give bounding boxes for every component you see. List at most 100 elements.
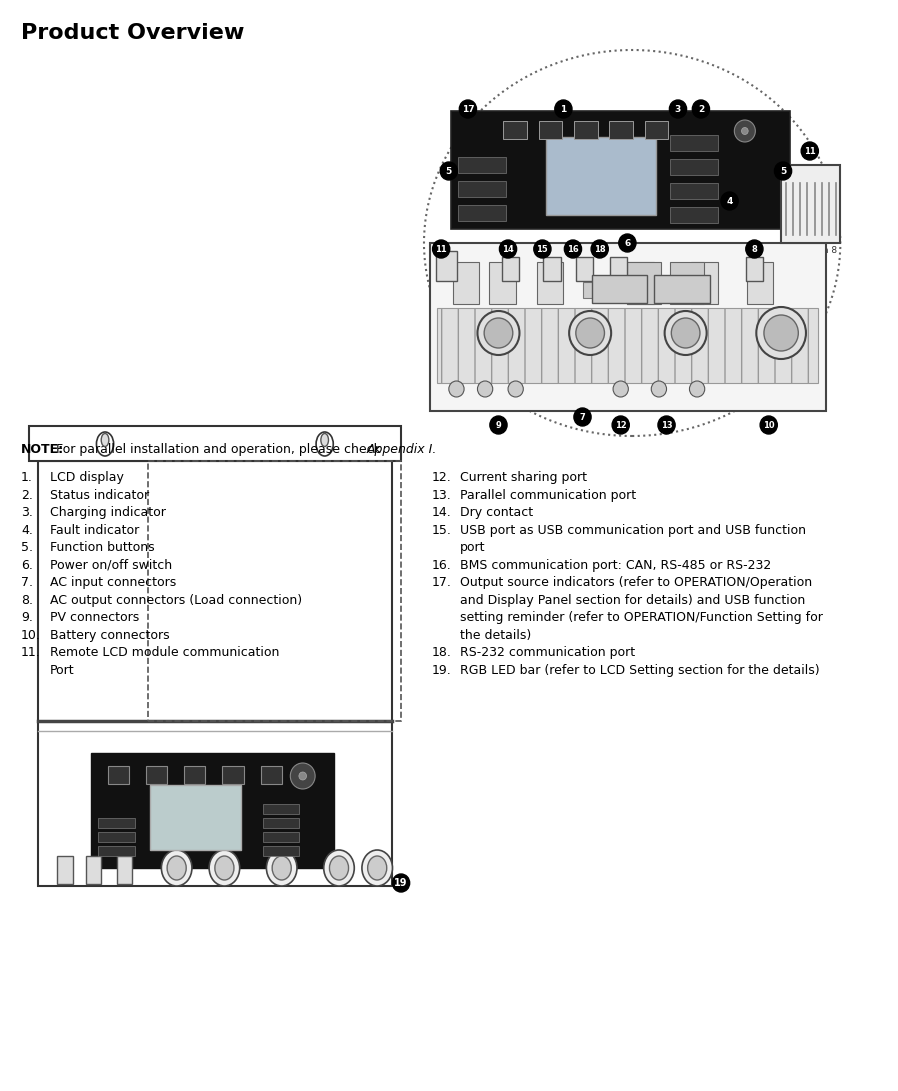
Text: 11.: 11. (21, 646, 40, 659)
Text: 8: 8 (752, 244, 757, 253)
Text: 14: 14 (502, 244, 514, 253)
Ellipse shape (101, 433, 109, 446)
Text: Power on/off switch: Power on/off switch (49, 559, 172, 572)
Bar (262, 804, 299, 814)
Circle shape (459, 100, 477, 118)
Bar (502, 257, 519, 281)
Text: 3.: 3. (21, 506, 33, 519)
Bar (609, 121, 633, 139)
Bar (628, 262, 661, 304)
Text: LCD display: LCD display (49, 471, 124, 484)
Ellipse shape (267, 850, 297, 886)
Text: USB port as USB communication port and USB function: USB port as USB communication port and U… (461, 524, 806, 537)
Circle shape (619, 233, 636, 252)
Ellipse shape (209, 850, 240, 886)
Bar (39, 461, 392, 886)
Bar (654, 275, 709, 303)
Text: 13.: 13. (432, 489, 452, 502)
Text: 8.: 8. (21, 594, 33, 607)
Text: 1: 1 (560, 105, 567, 113)
Bar (574, 121, 598, 139)
Ellipse shape (756, 307, 806, 359)
Bar (543, 257, 560, 281)
Text: 15.: 15. (432, 524, 452, 537)
Ellipse shape (96, 432, 114, 456)
Ellipse shape (330, 856, 348, 880)
Text: setting reminder (refer to OPERATION/Function Setting for: setting reminder (refer to OPERATION/Fun… (461, 611, 823, 624)
Bar (262, 832, 299, 842)
Bar (781, 165, 841, 243)
Ellipse shape (651, 381, 666, 397)
Circle shape (499, 240, 516, 257)
Text: Appendix I.: Appendix I. (366, 443, 437, 456)
Ellipse shape (272, 856, 291, 880)
Ellipse shape (478, 311, 519, 355)
Text: 4: 4 (726, 196, 733, 205)
Text: Product Overview: Product Overview (21, 23, 244, 43)
Bar (437, 308, 818, 383)
Ellipse shape (613, 381, 629, 397)
Bar (430, 243, 826, 411)
Text: port: port (461, 541, 486, 554)
Text: Remote LCD module communication: Remote LCD module communication (49, 646, 279, 659)
Text: 6: 6 (624, 239, 630, 248)
Bar (645, 121, 668, 139)
Bar (99, 818, 135, 828)
Text: 11: 11 (804, 146, 815, 156)
Bar (546, 137, 656, 215)
Text: 18: 18 (594, 244, 605, 253)
Bar (671, 135, 718, 151)
Ellipse shape (215, 856, 234, 880)
Text: 10: 10 (763, 420, 775, 430)
Bar (671, 159, 718, 175)
Bar (458, 181, 506, 197)
Bar (583, 281, 605, 298)
Text: AC input connectors: AC input connectors (49, 576, 176, 589)
Text: Status indicator: Status indicator (49, 489, 149, 502)
Text: AC output connectors (Load connection): AC output connectors (Load connection) (49, 594, 302, 607)
Text: Battery connectors: Battery connectors (49, 628, 170, 642)
Text: Charging indicator: Charging indicator (49, 506, 165, 519)
Circle shape (564, 240, 582, 257)
Ellipse shape (508, 381, 524, 397)
Ellipse shape (665, 311, 707, 355)
Circle shape (760, 416, 778, 434)
Ellipse shape (690, 381, 705, 397)
Ellipse shape (367, 856, 387, 880)
Text: 5.: 5. (21, 541, 33, 554)
Bar (262, 818, 299, 828)
Bar (99, 846, 135, 856)
Bar (57, 856, 73, 884)
Ellipse shape (167, 856, 186, 880)
Bar (539, 121, 562, 139)
Bar (86, 856, 101, 884)
Circle shape (555, 100, 572, 118)
Text: 11: 11 (436, 244, 447, 253)
Bar (260, 766, 282, 784)
Text: Output source indicators (refer to OPERATION/Operation: Output source indicators (refer to OPERA… (461, 576, 813, 589)
Text: 5: 5 (445, 167, 452, 176)
Text: Current sharing port: Current sharing port (461, 471, 587, 484)
Circle shape (591, 240, 608, 257)
Text: 4.: 4. (21, 524, 33, 537)
Ellipse shape (576, 317, 604, 348)
Bar (576, 257, 593, 281)
Bar (747, 262, 773, 304)
Circle shape (721, 192, 738, 209)
Ellipse shape (672, 317, 700, 348)
Text: Function buttons: Function buttons (49, 541, 154, 554)
Text: 19.: 19. (432, 663, 452, 676)
Text: 7.: 7. (21, 576, 33, 589)
Text: 17: 17 (462, 105, 474, 113)
Circle shape (533, 240, 551, 257)
Bar (503, 121, 527, 139)
Circle shape (433, 240, 450, 257)
Bar (223, 766, 243, 784)
Ellipse shape (764, 315, 798, 351)
Ellipse shape (449, 381, 464, 397)
Text: PV connectors: PV connectors (49, 611, 139, 624)
Bar (451, 111, 789, 229)
Bar (108, 766, 129, 784)
Text: 15: 15 (536, 244, 549, 253)
Text: Fault indicator: Fault indicator (49, 524, 139, 537)
